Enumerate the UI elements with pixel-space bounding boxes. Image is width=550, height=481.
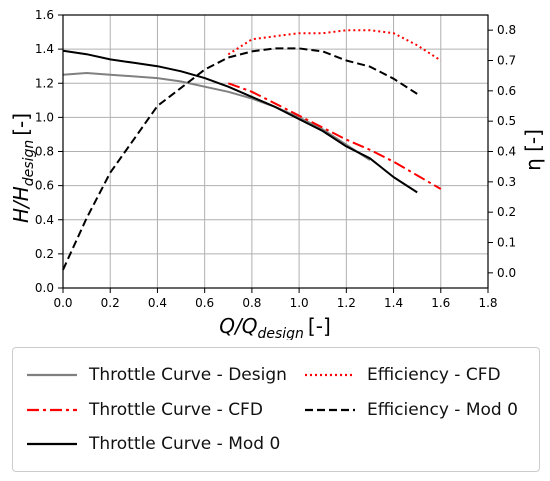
- legend-swatch: [27, 442, 77, 446]
- series-line-throttle-curve-cfd: [227, 82, 442, 190]
- series-line-throttle-curve-design: [62, 72, 371, 161]
- x-tick-label: 0.2: [101, 296, 120, 310]
- legend-item-efficiency-mod0: Efficiency - Mod 0: [305, 398, 518, 422]
- y-tick-label: 0.6: [35, 179, 54, 193]
- y2-tick-label: 0.4: [497, 145, 516, 159]
- legend-swatch: [27, 408, 77, 412]
- throttle-efficiency-chart: 0.0 0.2 0.4 0.6 0.8 1.0 1.2 1.4 1.6 1.8 0.0 0.2 0.4 0…: [9, 8, 545, 340]
- y2-tick-label: 0.2: [497, 205, 516, 219]
- y2-tick-label: 0.3: [497, 175, 516, 189]
- axis-labels: H/Hdesign[-] Q/Qdesign [-] η [-]: [9, 113, 545, 340]
- y-axis-label: H/Hdesign[-]: [9, 113, 37, 223]
- series-line-efficiency-cfd: [227, 29, 442, 62]
- y2-axis-label: η [-]: [521, 129, 545, 171]
- y2-tick-label: 0.6: [497, 84, 516, 98]
- x-tick-label: 1.0: [290, 296, 309, 310]
- x-tick-label: 0.4: [148, 296, 167, 310]
- x-tick-label: 0.6: [195, 296, 214, 310]
- legend-label: Throttle Curve - CFD: [89, 400, 263, 420]
- y-tick-label: 0.0: [35, 281, 54, 295]
- legend-label: Efficiency - Mod 0: [367, 400, 518, 420]
- legend-swatch: [305, 408, 355, 412]
- legend-item-throttle-mod0: Throttle Curve - Mod 0: [27, 432, 280, 456]
- y-tick-label: 1.2: [35, 76, 54, 90]
- series-line-efficiency-mod-0: [62, 47, 418, 271]
- grid: [62, 14, 489, 289]
- legend-swatch: [27, 373, 77, 377]
- legend-item-throttle-cfd: Throttle Curve - CFD: [27, 398, 263, 422]
- y-tick-label: 0.4: [35, 213, 54, 227]
- y-tick-label: 0.8: [35, 145, 54, 159]
- y2-tick-label: 0.5: [497, 114, 516, 128]
- legend: Throttle Curve - Design Throttle Curve -…: [12, 347, 540, 472]
- legend-item-efficiency-cfd: Efficiency - CFD: [305, 363, 501, 387]
- legend-label: Efficiency - CFD: [367, 365, 501, 385]
- x-tick-label: 0.0: [53, 296, 72, 310]
- legend-item-throttle-design: Throttle Curve - Design: [27, 363, 287, 387]
- y2-tick-label: 0.8: [497, 23, 516, 37]
- y2-tick-label: 0.7: [497, 54, 516, 68]
- x-tick-label: 1.6: [431, 296, 450, 310]
- x-tick-label: 1.2: [337, 296, 356, 310]
- y-tick-label: 1.4: [35, 42, 54, 56]
- y-tick-label: 1.6: [35, 8, 54, 22]
- axis-ticks: 0.0 0.2 0.4 0.6 0.8 1.0 1.2 1.4 1.6 1.8 0.0 0.2 0.4 0…: [35, 8, 516, 310]
- x-axis-label: Q/Qdesign [-]: [219, 314, 331, 340]
- y2-tick-label: 0.0: [497, 266, 516, 280]
- legend-label: Throttle Curve - Mod 0: [89, 434, 281, 454]
- x-tick-label: 1.8: [478, 296, 497, 310]
- series-lines: [62, 29, 442, 271]
- x-tick-label: 0.8: [242, 296, 261, 310]
- y-tick-label: 0.2: [35, 247, 54, 261]
- series-line-throttle-curve-mod-0: [62, 49, 418, 194]
- y-tick-label: 1.0: [35, 110, 54, 124]
- legend-swatch: [305, 373, 355, 377]
- x-tick-label: 1.4: [384, 296, 403, 310]
- legend-label: Throttle Curve - Design: [89, 365, 287, 385]
- y2-tick-label: 0.1: [497, 236, 516, 250]
